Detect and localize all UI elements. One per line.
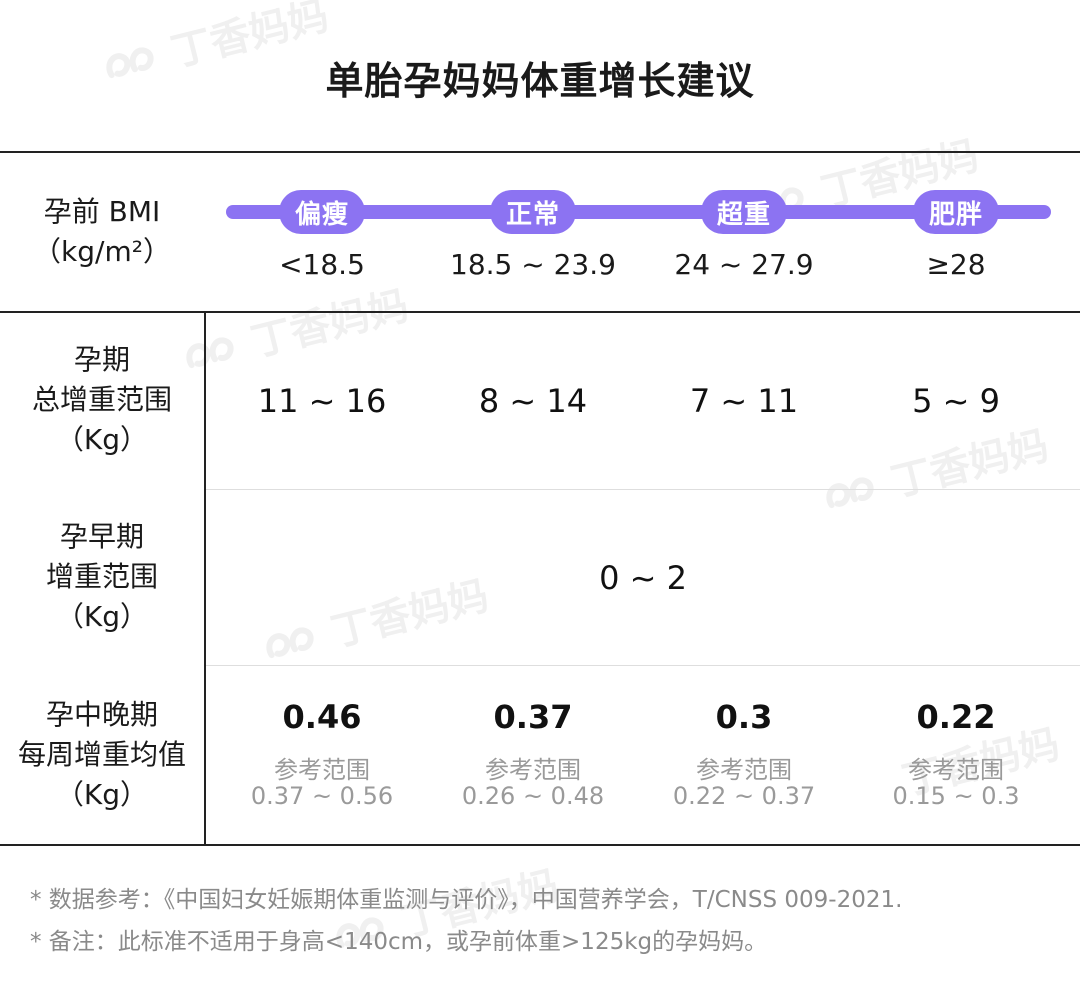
weekly-gain-ref: 0.37 ~ 0.56 (250, 782, 394, 810)
row-divider (206, 489, 1080, 490)
table-bottom-border (0, 844, 1080, 846)
table-top-border (0, 151, 1080, 153)
label-line: 每周增重均值 (17, 738, 186, 771)
bmi-category-underweight: 偏瘦 (279, 190, 365, 234)
ref-range-label: 参考范围 (696, 756, 792, 784)
bmi-unit-line: （kg/m²） (33, 235, 171, 268)
weekly-gain-ref: 0.26 ~ 0.48 (461, 782, 605, 810)
bmi-category-overweight: 超重 (701, 190, 787, 234)
total-gain-value: 8 ~ 14 (478, 382, 588, 420)
ref-range-label: 参考范围 (485, 756, 581, 784)
total-gain-value: 7 ~ 11 (689, 382, 799, 420)
bmi-range-underweight: <18.5 (279, 248, 365, 281)
bmi-range-obese: ≥28 (926, 248, 986, 281)
early-gain-value: 0 ~ 2 (599, 559, 687, 597)
footnote-remark: * 备注：此标准不适用于身高<140cm，或孕前体重>125kg的孕妈妈。 (30, 929, 768, 955)
bmi-range-overweight: 24 ~ 27.9 (674, 248, 814, 281)
label-line: 孕早期 (59, 520, 144, 553)
ref-range-label: 参考范围 (908, 756, 1004, 784)
page-title: 单胎孕妈妈体重增长建议 (325, 59, 755, 103)
label-line: （Kg） (55, 778, 149, 811)
bmi-row-label: 孕前 BMI （kg/m²） (0, 192, 204, 272)
bmi-category-normal: 正常 (490, 190, 576, 234)
bmi-label-line: 孕前 BMI (43, 195, 161, 228)
weekly-gain-mean: 0.46 (282, 698, 362, 736)
row-divider (206, 665, 1080, 666)
label-line: 总增重范围 (31, 383, 172, 416)
header-bottom-border (0, 311, 1080, 313)
weekly-gain-mean: 0.22 (916, 698, 996, 736)
weekly-gain-mean: 0.3 (715, 698, 773, 736)
total-gain-value: 5 ~ 9 (912, 382, 1000, 420)
bmi-scale-track (226, 205, 1051, 219)
weekly-gain-ref: 0.15 ~ 0.3 (892, 782, 1020, 810)
bmi-range-normal: 18.5 ~ 23.9 (450, 248, 616, 281)
footnote-source: * 数据参考：《中国妇女妊娠期体重监测与评价》，中国营养学会，T/CNSS 00… (30, 887, 903, 913)
watermark-logo-icon (266, 627, 314, 659)
label-line: 孕期 (73, 343, 130, 376)
watermark: 丁香妈妈 (256, 563, 493, 675)
weekly-gain-ref: 0.22 ~ 0.37 (672, 782, 816, 810)
label-column-divider (204, 312, 206, 845)
bmi-category-obese: 肥胖 (913, 190, 999, 234)
label-line: （Kg） (55, 600, 149, 633)
total-gain-row-label: 孕期 总增重范围 （Kg） (0, 340, 204, 460)
total-gain-value: 11 ~ 16 (257, 382, 387, 420)
watermark: 丁香妈妈 (816, 413, 1053, 525)
watermark: 丁香妈妈 (176, 273, 413, 385)
label-line: （Kg） (55, 423, 149, 456)
weekly-gain-mean: 0.37 (493, 698, 573, 736)
ref-range-label: 参考范围 (274, 756, 370, 784)
label-line: 孕中晚期 (45, 698, 158, 731)
weekly-gain-row-label: 孕中晚期 每周增重均值 （Kg） (0, 695, 204, 815)
label-line: 增重范围 (45, 560, 158, 593)
early-gain-row-label: 孕早期 增重范围 （Kg） (0, 517, 204, 637)
